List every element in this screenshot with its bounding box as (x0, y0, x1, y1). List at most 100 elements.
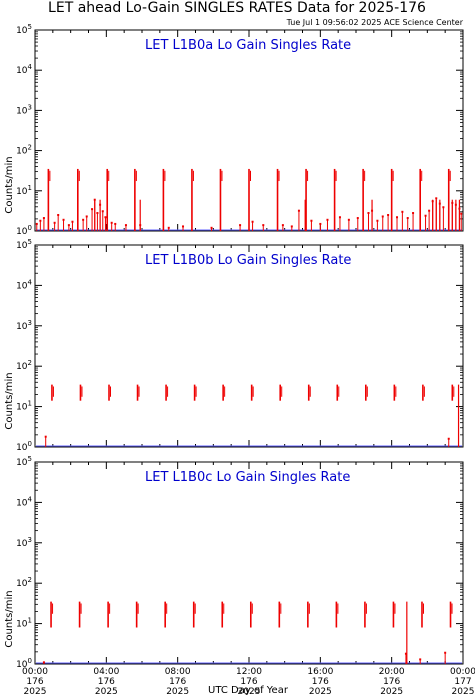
data-point (356, 217, 359, 220)
y-axis-label: Counts/min (4, 590, 15, 647)
x-tick-label: 12:00 (236, 667, 262, 677)
plot-frame (34, 461, 464, 665)
data-point (428, 209, 431, 212)
data-point (85, 215, 88, 218)
panel-1: 100 101 102 103 104 105 LET L1B0a Lo Gain Sing… (16, 23, 464, 237)
x-tick-label: 20:00 (379, 667, 405, 677)
y-tick-label: 103 (16, 319, 32, 332)
x-tick-label: 2025 (166, 687, 189, 697)
data-point (42, 661, 45, 664)
data-point (91, 208, 94, 211)
data-point (404, 652, 407, 655)
data-point (57, 214, 60, 217)
x-tick-label: 2025 (452, 687, 475, 697)
plot-frame (34, 244, 464, 448)
y-tick-label: 105 (16, 23, 32, 36)
y-tick-label: 104 (16, 63, 32, 76)
x-tick-label: 176 (98, 677, 115, 687)
chart-title: LET ahead Lo-Gain SINGLES RATES Data for… (48, 0, 426, 16)
data-point (71, 220, 74, 223)
data-point (431, 200, 434, 203)
x-tick-label: 08:00 (165, 667, 191, 677)
data-point (53, 221, 56, 224)
panel-title: LET L1B0c Lo Gain Singles Rate (145, 470, 350, 485)
data-point (281, 224, 284, 227)
x-axis-label: UTC Day of Year (208, 685, 289, 696)
data-point (110, 221, 113, 224)
data-point (454, 203, 457, 206)
panel-2: 100 101 102 103 104 105 LET L1B0b Lo Gain Sing… (16, 238, 464, 453)
data-point (406, 217, 409, 220)
data-point (290, 225, 293, 228)
data-point (371, 209, 374, 212)
data-point (347, 218, 350, 221)
panel-title: LET L1B0a Lo Gain Singles Rate (145, 38, 351, 53)
data-point (438, 202, 441, 205)
data-point (101, 210, 104, 213)
x-tick-label: 2025 (95, 687, 118, 697)
y-tick-label: 101 (16, 617, 32, 630)
data-point (99, 203, 102, 206)
x-tick-label: 2025 (309, 687, 332, 697)
data-point (297, 209, 300, 212)
data-point (435, 197, 438, 200)
data-point (442, 206, 445, 209)
y-tick-label: 103 (16, 103, 32, 116)
x-tick-label: 177 (454, 677, 471, 687)
data-point (182, 225, 185, 228)
data-point (39, 219, 42, 222)
data-point (251, 220, 254, 223)
panel-title: LET L1B0b Lo Gain Singles Rate (145, 253, 351, 268)
y-axis-label: Counts/min (4, 156, 15, 213)
x-tick-label: 176 (312, 677, 329, 687)
data-point (396, 216, 399, 219)
y-tick-label: 104 (16, 278, 32, 291)
x-tick-label: 176 (26, 677, 43, 687)
data-point (381, 215, 384, 218)
data-point (139, 224, 142, 227)
y-tick-label: 103 (16, 536, 32, 549)
data-point (96, 212, 99, 215)
x-tick-label: 2025 (380, 687, 403, 697)
panels-group: 100 101 102 103 104 105 LET L1B0a Lo Gain Sing… (16, 23, 475, 697)
data-point (458, 207, 461, 210)
data-point (338, 216, 341, 219)
data-point (44, 435, 47, 438)
data-point (447, 437, 450, 440)
y-tick-label: 104 (16, 495, 32, 508)
data-point (460, 212, 463, 215)
x-tick-label: 00:00 (22, 667, 48, 677)
y-tick-label: 102 (16, 144, 32, 157)
data-point (451, 201, 454, 204)
data-point (42, 217, 45, 220)
data-point (93, 198, 96, 201)
x-tick-label: 2025 (24, 687, 47, 697)
x-tick-label: 16:00 (307, 667, 333, 677)
data-point (419, 658, 422, 661)
y-tick-label: 101 (16, 400, 32, 413)
generation-timestamp: Tue Jul 1 09:56:02 2025 ACE Science Cent… (286, 18, 464, 27)
data-point (401, 210, 404, 213)
data-point (167, 226, 170, 229)
y-axis-label: Counts/min (4, 372, 15, 429)
data-point (210, 226, 213, 229)
data-point (262, 224, 265, 227)
data-point (412, 212, 415, 215)
data-point (424, 214, 427, 217)
y-tick-label: 101 (16, 184, 32, 197)
x-tick-label: 2025 (238, 687, 261, 697)
x-tick-label: 176 (240, 677, 257, 687)
data-point (82, 218, 85, 221)
data-point (67, 224, 70, 227)
data-point (367, 212, 370, 215)
data-point (124, 224, 127, 227)
data-point (310, 219, 313, 222)
data-point (319, 222, 322, 225)
y-tick-label: 100 (16, 440, 32, 453)
x-tick-label: 176 (169, 677, 186, 687)
data-point (104, 216, 107, 219)
y-tick-label: 102 (16, 576, 32, 589)
data-point (444, 651, 447, 654)
y-tick-label: 102 (16, 359, 32, 372)
